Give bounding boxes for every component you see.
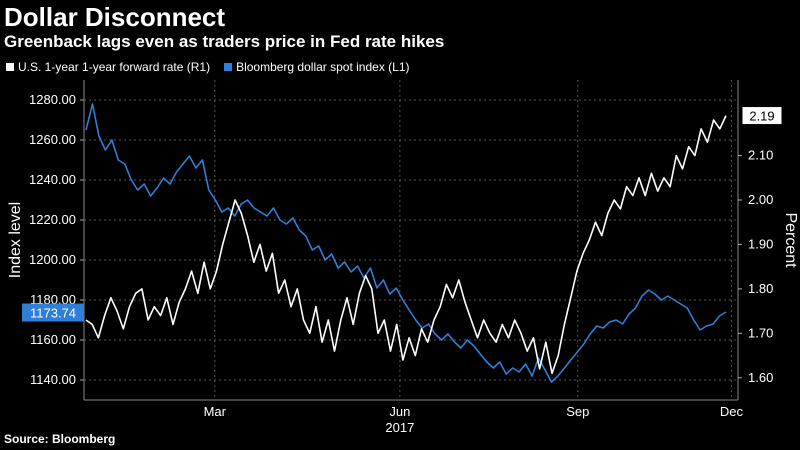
legend-label-dollar-index: Bloomberg dollar spot index (L1) (236, 60, 410, 74)
legend-item-forward-rate: U.S. 1-year 1-year forward rate (R1) (6, 60, 210, 74)
left-tick-label: 1240.00 (29, 172, 76, 187)
legend-label-forward-rate: U.S. 1-year 1-year forward rate (R1) (18, 60, 211, 74)
x-year-label: 2017 (385, 420, 414, 435)
left-tick-label: 1140.00 (30, 372, 76, 387)
left-tick-label: 1200.00 (29, 252, 76, 267)
left-tick-label: 1260.00 (29, 132, 76, 147)
right-tick-label: 1.90 (748, 236, 773, 251)
legend-swatch-blue (224, 63, 233, 71)
x-tick-label: Dec (720, 404, 744, 419)
left-tick-label: 1160.00 (30, 332, 76, 347)
last-value-label-forward-rate: 2.19 (749, 109, 774, 124)
left-tick-label: 1280.00 (29, 92, 76, 107)
right-tick-label: 2.00 (748, 192, 773, 207)
last-value-label-dollar-index: 1173.74 (30, 306, 76, 321)
right-tick-label: 1.80 (748, 281, 773, 296)
right-tick-label: 1.70 (748, 325, 773, 340)
source-note: Source: Bloomberg (4, 432, 116, 446)
chart-subtitle: Greenback lags even as traders price in … (4, 32, 445, 51)
x-tick-label: Mar (204, 404, 227, 419)
right-axis-title: Percent (782, 212, 799, 268)
left-tick-label: 1180.00 (30, 292, 76, 307)
series-line-dollar-index (85, 103, 727, 383)
last-value-badge-dollar-index (22, 303, 84, 322)
legend-item-dollar-index: Bloomberg dollar spot index (L1) (224, 60, 410, 74)
right-tick-label: 2.10 (748, 148, 773, 163)
last-value-badge-forward-rate (741, 106, 783, 126)
x-tick-label: Jun (389, 404, 410, 419)
left-axis-title: Index level (7, 202, 24, 279)
chart-title: Dollar Disconnect (4, 2, 226, 32)
legend: U.S. 1-year 1-year forward rate (R1) Blo… (6, 60, 410, 74)
x-tick-label: Sep (566, 404, 589, 419)
right-tick-label: 1.60 (748, 370, 773, 385)
series-line-forward-rate (85, 115, 727, 375)
left-tick-label: 1220.00 (29, 212, 76, 227)
legend-swatch-white (6, 63, 14, 71)
